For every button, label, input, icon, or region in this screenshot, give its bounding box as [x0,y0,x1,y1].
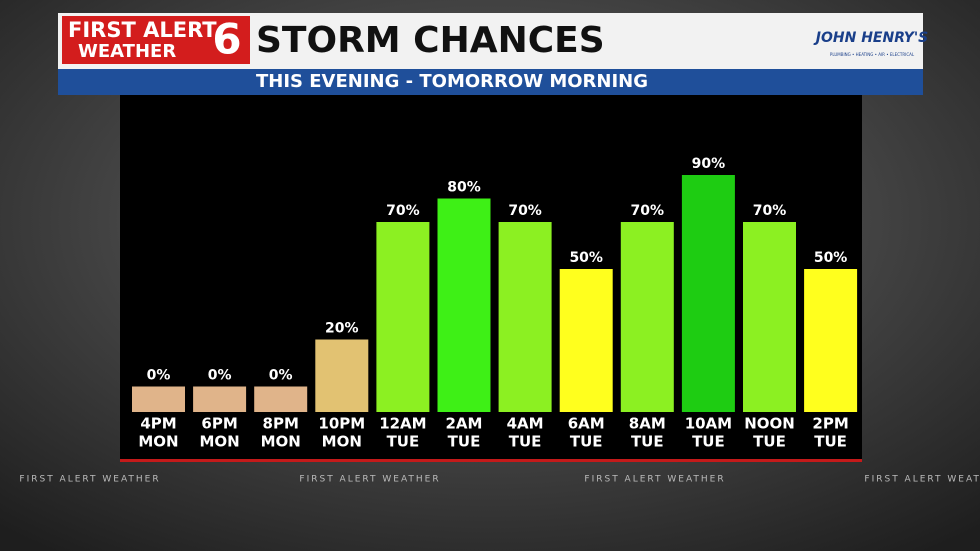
sponsor: JOHN HENRY'S [813,30,928,46]
x-tick-label: 2AM [446,415,483,433]
x-tick-sublabel: TUE [387,433,420,451]
brand-bottom: WEATHER [78,41,176,62]
x-tick-sublabel: TUE [448,433,481,451]
value-label: 20% [325,321,359,337]
value-label: 70% [631,203,665,219]
x-tick-label: NOON [744,415,795,433]
value-label: 0% [208,368,232,384]
bar [254,386,308,412]
bar [437,198,491,412]
bar [620,222,674,412]
value-label: 70% [508,203,542,219]
bar [559,269,613,412]
bar [804,269,858,412]
x-tick-label: 8PM [263,415,299,433]
watermark: FIRST ALERT WEATHER [864,475,980,485]
x-tick-label: 6PM [201,415,237,433]
watermark: FIRST ALERT WEATHER [584,475,725,485]
x-tick-sublabel: TUE [509,433,542,451]
bar [743,222,796,412]
bar [315,339,369,412]
x-tick-label: 6AM [568,415,605,433]
x-tick-label: 10PM [318,415,365,433]
bar [193,386,247,412]
x-tick-label: 8AM [629,415,666,433]
x-tick-sublabel: MON [261,433,301,451]
value-label: 0% [147,368,171,384]
value-label: 80% [447,180,481,196]
value-label: 50% [814,250,848,266]
bar [681,175,735,412]
watermark: FIRST ALERT WEATHER [19,475,160,485]
brand-number: 6 [212,15,241,64]
x-tick-label: 12AM [379,415,426,433]
value-label: 90% [692,156,726,172]
x-tick-sublabel: MON [322,433,362,451]
subtitle-band [58,69,923,95]
sponsor-tagline: PLUMBING • HEATING • AIR • ELECTRICAL [830,52,915,57]
chart-title: STORM CHANCES [256,20,605,61]
value-label: 70% [753,203,787,219]
bar [376,222,430,412]
value-label: 0% [269,368,293,384]
x-tick-sublabel: MON [199,433,239,451]
x-tick-label: 2PM [812,415,848,433]
panel-rule [120,459,862,462]
watermark: FIRST ALERT WEATHER [299,475,440,485]
x-tick-sublabel: TUE [631,433,664,451]
brand-box [62,16,250,64]
chart-subtitle: THIS EVENING - TOMORROW MORNING [256,71,648,92]
bar [132,386,185,412]
x-tick-sublabel: MON [138,433,178,451]
x-tick-label: 10AM [685,415,732,433]
x-tick-label: 4AM [507,415,544,433]
x-tick-sublabel: TUE [814,433,847,451]
value-label: 70% [386,203,420,219]
bar [498,222,552,412]
x-tick-sublabel: TUE [753,433,786,451]
brand-top: FIRST ALERT [68,18,217,42]
x-tick-sublabel: TUE [692,433,725,451]
value-label: 50% [569,250,603,266]
x-tick-sublabel: TUE [570,433,603,451]
x-tick-label: 4PM [140,415,176,433]
